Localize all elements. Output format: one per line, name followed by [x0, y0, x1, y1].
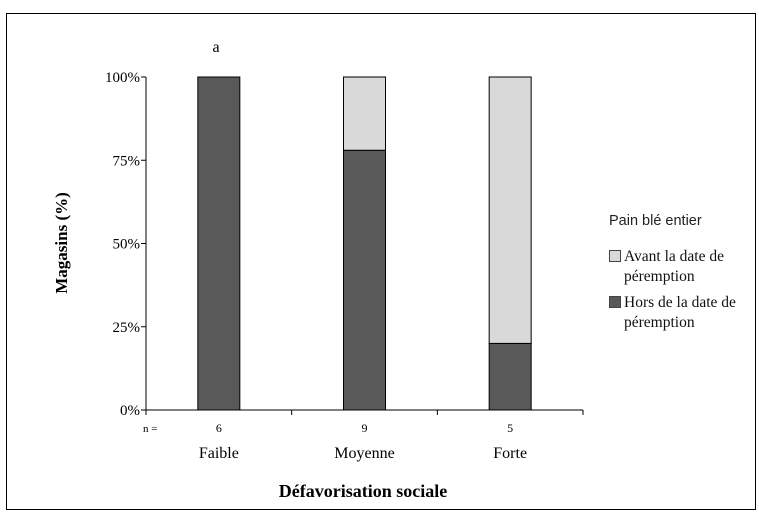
panel-label: a — [212, 39, 219, 56]
plot-area: 0% 25% 50% 75% 100% 6 Faible 9 Moyenne 5 Forte — [105, 70, 584, 462]
n-value: 6 — [216, 421, 222, 435]
legend-swatch-hors — [609, 296, 621, 308]
n-prefix: n = — [143, 423, 157, 435]
n-value: 9 — [362, 421, 368, 435]
y-tick-label: 25% — [113, 320, 141, 336]
bar-segment-hors-faible — [197, 76, 241, 411]
legend-swatch-avant — [609, 250, 621, 262]
legend-label-hors: Hors de la date de péremption — [624, 294, 736, 331]
legend-item-hors: Hors de la date de péremption — [609, 293, 752, 333]
bar-segment-avant-forte — [488, 76, 532, 344]
x-category-label: Forte — [493, 445, 527, 462]
n-value: 5 — [507, 421, 513, 435]
bar-segment-hors-forte — [488, 342, 532, 411]
y-tick-label: 50% — [113, 237, 141, 253]
y-axis-title: Magasins (%) — [52, 192, 71, 294]
legend-title: Pain blé entier — [609, 213, 702, 229]
y-tick-label: 100% — [105, 70, 140, 86]
y-tick-label: 0% — [120, 403, 140, 419]
bar-segment-avant-moyenne — [343, 76, 386, 151]
x-category-label: Faible — [199, 445, 239, 462]
legend-item-avant: Avant la date de péremption — [609, 247, 752, 287]
legend-label-avant: Avant la date de péremption — [624, 248, 724, 285]
x-category-label: Moyenne — [334, 445, 394, 462]
legend: Pain blé entier Avant la date de pérempt… — [609, 213, 752, 339]
x-axis-title: Défavorisation sociale — [279, 481, 447, 501]
y-tick-label: 75% — [113, 153, 141, 169]
bar-segment-hors-moyenne — [343, 149, 386, 411]
